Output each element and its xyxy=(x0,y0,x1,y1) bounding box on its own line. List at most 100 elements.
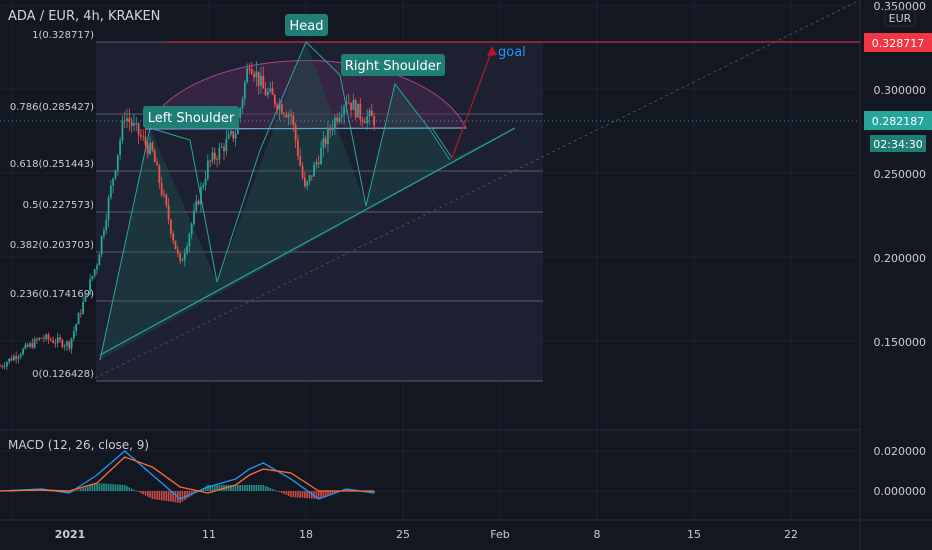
support-trendline xyxy=(99,127,516,356)
macd-histogram-bar xyxy=(110,484,112,491)
candle-body xyxy=(320,148,322,165)
macd-histogram-bar xyxy=(80,488,82,491)
candle-body xyxy=(283,113,285,115)
candle-body xyxy=(19,354,22,357)
candle-body xyxy=(40,337,43,339)
candle-body xyxy=(230,131,232,135)
candle-body xyxy=(216,159,218,161)
macd-indicator-label[interactable]: MACD (12, 26, close, 9) xyxy=(8,438,149,452)
macd-histogram-bar xyxy=(172,491,175,502)
macd-histogram-bar xyxy=(283,491,285,494)
time-label-22: 22 xyxy=(784,528,798,541)
candle-body xyxy=(91,276,94,280)
macd-histogram-bar xyxy=(82,488,84,491)
goal-label: goal xyxy=(498,45,526,60)
macd-histogram-bar xyxy=(324,491,327,497)
time-axis[interactable]: 2021 11 18 25 Feb 8 15 22 xyxy=(55,528,798,541)
candle-body xyxy=(42,338,45,339)
symbol-title[interactable]: ADA / EUR, 4h, KRAKEN xyxy=(8,9,160,24)
candle-body xyxy=(33,339,36,348)
macd-histogram-bar xyxy=(306,491,308,499)
candle-body xyxy=(285,114,288,118)
candle-body xyxy=(179,253,182,262)
time-label-25: 25 xyxy=(396,528,410,541)
candle-body xyxy=(86,293,89,295)
candle-body xyxy=(163,194,165,196)
macd-histogram-bar xyxy=(264,486,267,491)
macd-histogram-bar xyxy=(112,484,114,491)
macd-histogram-bar xyxy=(174,491,177,503)
candle-body xyxy=(146,144,149,154)
macd-histogram-bar xyxy=(294,491,297,498)
candle-body xyxy=(6,362,8,367)
macd-histogram-bar xyxy=(244,485,246,491)
candle-body xyxy=(52,340,55,343)
macd-histogram-bar xyxy=(230,485,232,491)
macd-histogram-bar xyxy=(241,485,244,491)
countdown-value: 02:34:30 xyxy=(873,138,922,151)
macd-histogram-bar xyxy=(114,484,117,491)
macd-histogram-bar xyxy=(334,491,336,494)
candle-body xyxy=(156,162,158,166)
left-shoulder-badge: Left Shoulder xyxy=(143,106,239,128)
macd-histogram-bar xyxy=(255,485,258,491)
macd-histogram-bar xyxy=(232,485,235,491)
candle-body xyxy=(331,128,334,131)
candle-body xyxy=(183,253,186,261)
candle-body xyxy=(105,219,108,231)
macd-histogram-bar xyxy=(179,491,181,503)
candle-body xyxy=(68,341,71,349)
candle-body xyxy=(133,123,135,126)
candle-body xyxy=(93,269,96,277)
macd-histogram-bar xyxy=(207,485,209,491)
candle-body xyxy=(220,146,223,148)
macd-histogram-bar xyxy=(86,486,89,491)
candle-body xyxy=(264,88,267,96)
candle-body xyxy=(308,175,311,182)
macd-histogram-bar xyxy=(216,485,218,491)
macd-histogram-bar xyxy=(211,485,214,491)
candle-body xyxy=(197,200,200,205)
candle-body xyxy=(239,108,242,118)
candle-body xyxy=(253,73,255,78)
candle-body xyxy=(89,279,91,295)
candle-body xyxy=(241,98,244,109)
candle-body xyxy=(26,344,29,347)
macd-histogram-bar xyxy=(204,486,207,491)
candle-body xyxy=(366,116,369,124)
candle-body xyxy=(218,147,221,160)
candle-body xyxy=(368,110,371,117)
macd-histogram-bar xyxy=(260,485,262,491)
candle-body xyxy=(370,110,373,117)
candle-body xyxy=(195,200,198,211)
candle-body xyxy=(329,127,332,131)
candle-body xyxy=(142,136,145,138)
candle-body xyxy=(243,82,246,99)
candle-body xyxy=(149,142,152,154)
countdown-tag xyxy=(870,135,926,152)
fib-label-0618: 0.618(0.251443) xyxy=(10,159,94,170)
vertical-grid xyxy=(11,0,792,520)
candle-body xyxy=(352,100,355,110)
macd-histogram-bar xyxy=(121,484,124,491)
candle-body xyxy=(170,219,172,234)
currency-button[interactable] xyxy=(884,9,916,27)
fib-label-0236: 0.236(0.174169) xyxy=(10,289,94,300)
current-price-tag xyxy=(864,111,932,130)
candle-body xyxy=(79,313,82,314)
candle-body xyxy=(10,358,13,361)
macd-histogram-bar xyxy=(133,489,135,491)
candle-body xyxy=(315,162,318,165)
macd-histogram-bar xyxy=(227,485,230,491)
fib-label-05: 0.5(0.227573) xyxy=(23,200,95,211)
macd-histogram-bar xyxy=(253,485,255,491)
candle-body xyxy=(12,356,15,361)
candle-body xyxy=(250,68,253,74)
price-axis[interactable] xyxy=(860,0,932,550)
signal-line xyxy=(0,456,375,494)
candle-body xyxy=(73,331,75,339)
candlestick-series xyxy=(0,61,376,371)
candle-body xyxy=(139,135,142,137)
candle-body xyxy=(47,334,50,340)
